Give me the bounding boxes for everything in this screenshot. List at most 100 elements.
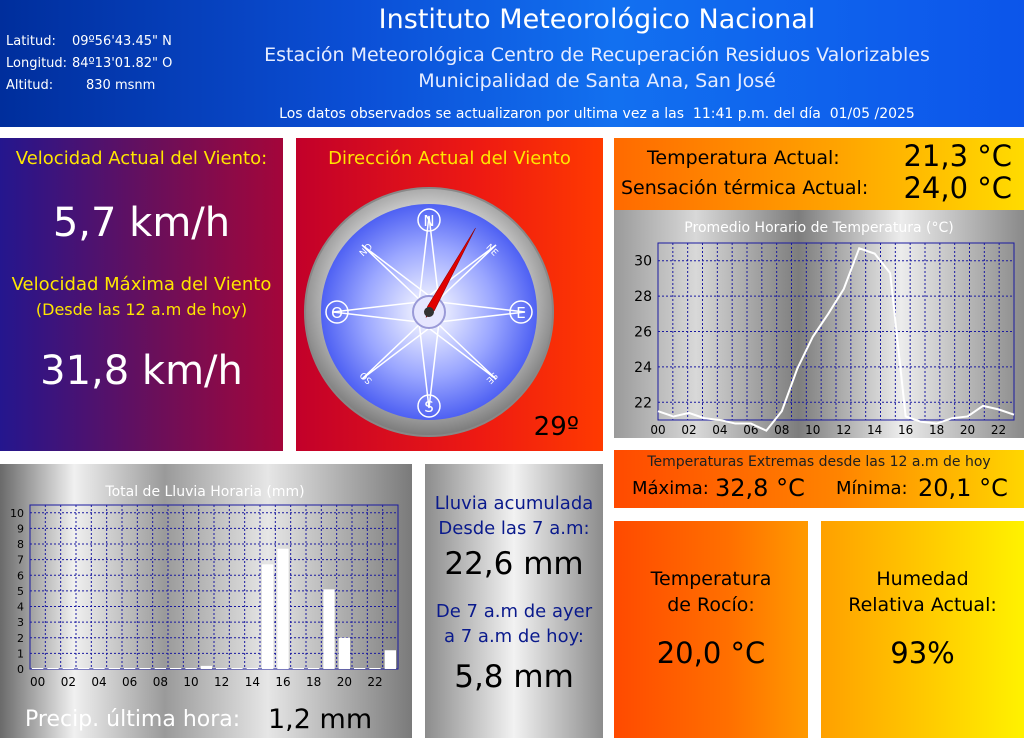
dew-value: 20,0 °C <box>656 636 766 670</box>
compass-w: O <box>331 304 343 322</box>
rain-bar <box>262 564 274 669</box>
rain-y-tick: 4 <box>17 601 24 614</box>
rain-bar <box>170 668 182 669</box>
current-temperature-panel: Temperatura Actual: 21,3 °C Sensación té… <box>614 138 1024 210</box>
extremes-label: Temperaturas Extremas desde las 12 a.m d… <box>647 454 991 470</box>
rain-bar <box>308 668 320 669</box>
rain-x-tick: 12 <box>214 675 229 689</box>
rain-yesterday-value: 5,8 mm <box>454 659 574 695</box>
rain-accum-label-2: Desde las 7 a.m: <box>438 518 590 539</box>
wind-current-value: 5,7 km/h <box>52 200 231 246</box>
rain-chart: Total de Lluvia Horaria (mm) 01234567891… <box>10 484 399 689</box>
rain-y-tick: 7 <box>17 554 24 567</box>
temperature-y-tick: 24 <box>634 360 652 376</box>
rain-y-tick: 9 <box>17 522 24 535</box>
wind-direction-panel: Dirección Actual del Viento <box>296 138 603 451</box>
rain-bar <box>124 668 136 669</box>
rain-bar <box>216 668 228 669</box>
rain-bar <box>139 668 151 669</box>
wind-compass: N S E O NE NO SE SO <box>304 187 554 437</box>
temperature-x-tick: 10 <box>805 423 820 437</box>
temperature-x-tick: 00 <box>650 423 665 437</box>
wind-max-value: 31,8 km/h <box>40 348 243 394</box>
rain-accum-label-1: Lluvia acumulada <box>434 493 594 514</box>
rain-y-tick: 0 <box>17 663 24 676</box>
temperature-x-tick: 14 <box>867 423 882 437</box>
rain-bar <box>246 668 258 669</box>
temperature-chart: Promedio Horario de Temperatura (°C) 22 2… <box>634 220 1015 437</box>
compass-letters <box>325 208 533 418</box>
rain-y-tick: 2 <box>17 632 24 645</box>
temperature-x-tick: 16 <box>898 423 913 437</box>
temperature-y-tick: 26 <box>634 325 652 341</box>
altitude-value: 830 msnm <box>86 78 156 93</box>
temperature-chart-title: Promedio Horario de Temperatura (°C) <box>684 220 953 236</box>
temperature-x-tick: 04 <box>712 423 727 437</box>
last-hour-precip-label: Precip. última hora: <box>25 707 241 732</box>
rain-bar <box>200 665 212 669</box>
temperature-y-tick: 28 <box>634 289 652 305</box>
temp-current-value: 21,3 °C <box>903 139 1012 173</box>
rain-x-tick: 08 <box>153 675 168 689</box>
humidity-panel: Humedad Relativa Actual: 93% <box>821 521 1024 738</box>
temperature-x-tick: 08 <box>774 423 789 437</box>
wind-max-sublabel: (Desde las 12 a.m de hoy) <box>35 300 248 319</box>
rain-bar <box>32 668 44 669</box>
rain-x-tick: 16 <box>275 675 290 689</box>
temperature-line <box>657 247 1015 432</box>
rain-chart-title: Total de Lluvia Horaria (mm) <box>104 484 304 500</box>
feels-like-value: 24,0 °C <box>903 171 1012 205</box>
rain-grid <box>29 505 399 670</box>
rain-y-tick: 10 <box>10 507 24 520</box>
latitude-row: Latitud: 09º56'43.45" N <box>6 34 172 49</box>
rain-x-tick: 04 <box>91 675 106 689</box>
rain-plot-frame <box>29 504 399 670</box>
rain-x-tick: 00 <box>30 675 45 689</box>
temperature-x-tick: 12 <box>836 423 851 437</box>
dew-label-1: Temperatura <box>650 568 772 590</box>
rain-bar <box>369 668 381 669</box>
rain-y-tick: 8 <box>17 538 24 551</box>
min-temp-value: 20,1 °C <box>918 474 1008 502</box>
rain-bar <box>78 668 90 669</box>
last-hour-precip-value: 1,2 mm <box>268 704 373 735</box>
rain-x-tick: 20 <box>337 675 352 689</box>
rain-bar <box>154 668 166 669</box>
temperature-x-tick: 02 <box>681 423 696 437</box>
dew-label-2: de Rocío: <box>667 594 755 616</box>
temperature-plot-frame <box>657 242 1015 421</box>
altitude-row: Altitud: 830 msnm <box>6 78 155 93</box>
compass-s: S <box>424 398 434 416</box>
latitude-label: Latitud: <box>6 34 56 49</box>
wind-direction-label: Dirección Actual del Viento <box>328 148 571 169</box>
institute-title: Instituto Meteorológico Nacional <box>378 4 816 35</box>
rain-y-tick: 6 <box>17 569 24 582</box>
compass-e: E <box>516 304 525 322</box>
rain-y-tick: 5 <box>17 585 24 598</box>
rain-bar <box>338 637 350 669</box>
temperature-y-tick: 30 <box>634 254 652 270</box>
temperature-x-tick: 18 <box>929 423 944 437</box>
rain-bar <box>292 668 304 669</box>
wind-current-label: Velocidad Actual del Viento: <box>15 148 268 169</box>
temp-current-label: Temperatura Actual: <box>647 147 840 169</box>
rain-bar <box>93 668 105 669</box>
municipality-name: Municipalidad de Santa Ana, San José <box>418 70 776 92</box>
rain-accumulated-panel: Lluvia acumulada Desde las 7 a.m: 22,6 m… <box>425 464 603 738</box>
wind-max-label: Velocidad Máxima del Viento <box>11 274 272 295</box>
wind-speed-panel: Velocidad Actual del Viento: 5,7 km/h Ve… <box>0 138 283 451</box>
temperature-chart-panel: Promedio Horario de Temperatura (°C) 22 2… <box>614 210 1024 438</box>
longitude-label: Longitud: <box>6 56 68 71</box>
rain-bar <box>384 650 396 669</box>
rain-x-tick: 02 <box>61 675 76 689</box>
rain-accum-value: 22,6 mm <box>444 546 584 582</box>
rain-bar <box>323 589 335 669</box>
rain-yesterday-label-1: De 7 a.m de ayer <box>435 601 593 622</box>
temperature-x-tick: 20 <box>960 423 975 437</box>
update-timestamp: Los datos observados se actualizaron por… <box>279 106 915 122</box>
header-banner: Instituto Meteorológico Nacional Estació… <box>0 0 1024 127</box>
altitude-label: Altitud: <box>6 78 54 93</box>
latitude-value: 09º56'43.45" N <box>72 34 172 49</box>
longitude-value: 84º13'01.82" O <box>72 56 173 71</box>
